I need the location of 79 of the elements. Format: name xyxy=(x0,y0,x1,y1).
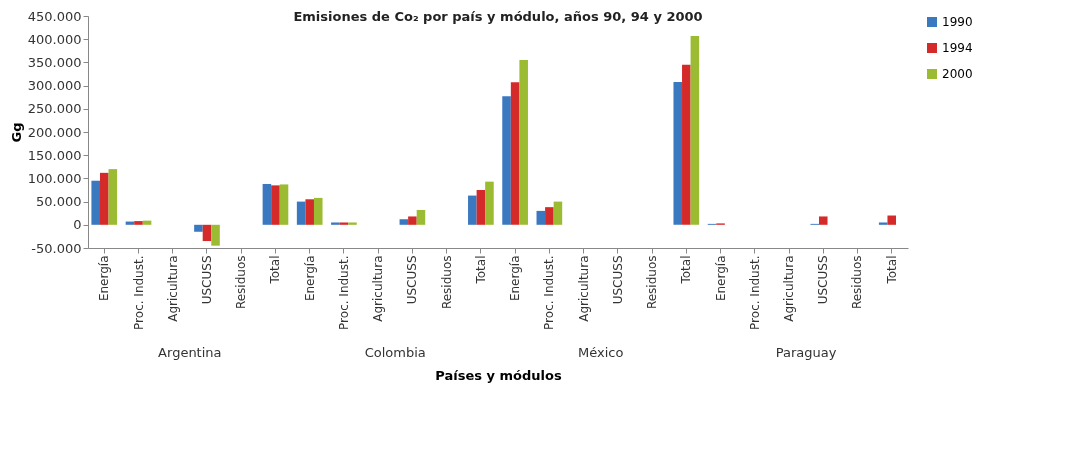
bar xyxy=(99,172,109,225)
legend-label: 1990 xyxy=(942,15,973,29)
bar xyxy=(262,183,272,225)
bar xyxy=(399,219,409,225)
bar xyxy=(313,197,323,225)
y-tick-label: 250.000 xyxy=(27,101,82,117)
x-tick-label: Energía xyxy=(713,255,728,302)
bar xyxy=(348,222,357,225)
x-tick-label: Agricultura xyxy=(165,255,180,322)
y-tick-label: 100.000 xyxy=(27,170,82,186)
bar xyxy=(305,199,314,225)
text: Colombia xyxy=(364,345,426,360)
bar xyxy=(673,81,683,225)
x-axis-title: Países y módulos xyxy=(435,367,562,383)
y-tick-label: 300.000 xyxy=(27,78,82,94)
bar xyxy=(108,169,118,225)
x-tick-label: Agricultura xyxy=(782,255,797,322)
x-tick-label: USCUSS xyxy=(405,255,420,305)
x-tick-label: Agricultura xyxy=(371,255,386,322)
bar xyxy=(211,224,220,246)
x-tick-label: Residuos xyxy=(234,255,249,310)
bar xyxy=(134,221,143,225)
bar xyxy=(296,201,306,225)
bar xyxy=(682,64,691,225)
bar xyxy=(271,185,280,225)
x-tick-label: Energía xyxy=(508,255,523,302)
y-tick-label: 150.000 xyxy=(27,147,82,163)
y-tick-label: 50.000 xyxy=(36,194,82,210)
bar xyxy=(519,60,528,225)
y-tick-label: 350.000 xyxy=(27,54,82,70)
x-tick-label: Total xyxy=(679,255,694,285)
x-tick-label: Total xyxy=(473,255,488,285)
bar xyxy=(408,216,417,225)
bar xyxy=(878,222,888,225)
text: México xyxy=(577,345,624,360)
x-tick-label: Energía xyxy=(302,255,317,302)
bar xyxy=(690,35,700,225)
bar xyxy=(194,224,203,232)
bar xyxy=(887,215,897,225)
text: Paraguay xyxy=(775,345,837,360)
bar xyxy=(279,184,289,225)
x-tick-label: Agricultura xyxy=(576,255,591,322)
bar xyxy=(468,195,477,225)
bar xyxy=(485,181,494,225)
bar xyxy=(339,222,349,225)
bar xyxy=(510,82,520,225)
y-tick-label: 450.000 xyxy=(27,8,82,24)
bar xyxy=(91,180,100,225)
x-tick-label: Residuos xyxy=(439,255,454,310)
bar xyxy=(545,207,554,225)
bar xyxy=(818,216,828,225)
y-tick-label: 200.000 xyxy=(27,124,82,140)
x-tick-label: USCUSS xyxy=(610,255,625,305)
legend-label: 1994 xyxy=(942,41,973,55)
x-tick-label: Residuos xyxy=(645,255,660,310)
x-tick-label: Proc. Indust. xyxy=(747,255,762,330)
bar xyxy=(502,96,511,225)
bar xyxy=(416,209,426,225)
bar xyxy=(553,201,563,225)
chart-title: Emisiones de Co₂ por país y módulo, años 90, 94 y 2000 xyxy=(293,9,703,24)
x-tick-label: USCUSS xyxy=(816,255,831,305)
x-tick-label: Proc. Indust. xyxy=(542,255,557,330)
bar xyxy=(202,224,212,242)
x-tick-label: Total xyxy=(268,255,283,285)
text: Argentina xyxy=(158,345,222,360)
x-tick-label: Energía xyxy=(97,255,112,302)
y-axis-title: Gg xyxy=(8,122,24,143)
legend-label: 2000 xyxy=(942,67,973,81)
y-tick-label: -50.000 xyxy=(31,240,82,256)
x-tick-label: USCUSS xyxy=(199,255,214,305)
bar xyxy=(536,210,546,225)
x-tick-label: Residuos xyxy=(850,255,865,310)
x-tick-label: Total xyxy=(884,255,899,285)
bar xyxy=(476,190,486,225)
bar xyxy=(331,222,340,225)
x-tick-label: Proc. Indust. xyxy=(131,255,146,330)
y-tick-label: 400.000 xyxy=(27,31,82,47)
y-tick-label: 0 xyxy=(73,217,82,233)
x-tick-label: Proc. Indust. xyxy=(336,255,351,330)
